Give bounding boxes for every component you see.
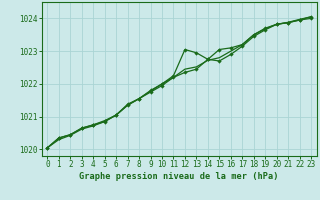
X-axis label: Graphe pression niveau de la mer (hPa): Graphe pression niveau de la mer (hPa): [79, 172, 279, 181]
